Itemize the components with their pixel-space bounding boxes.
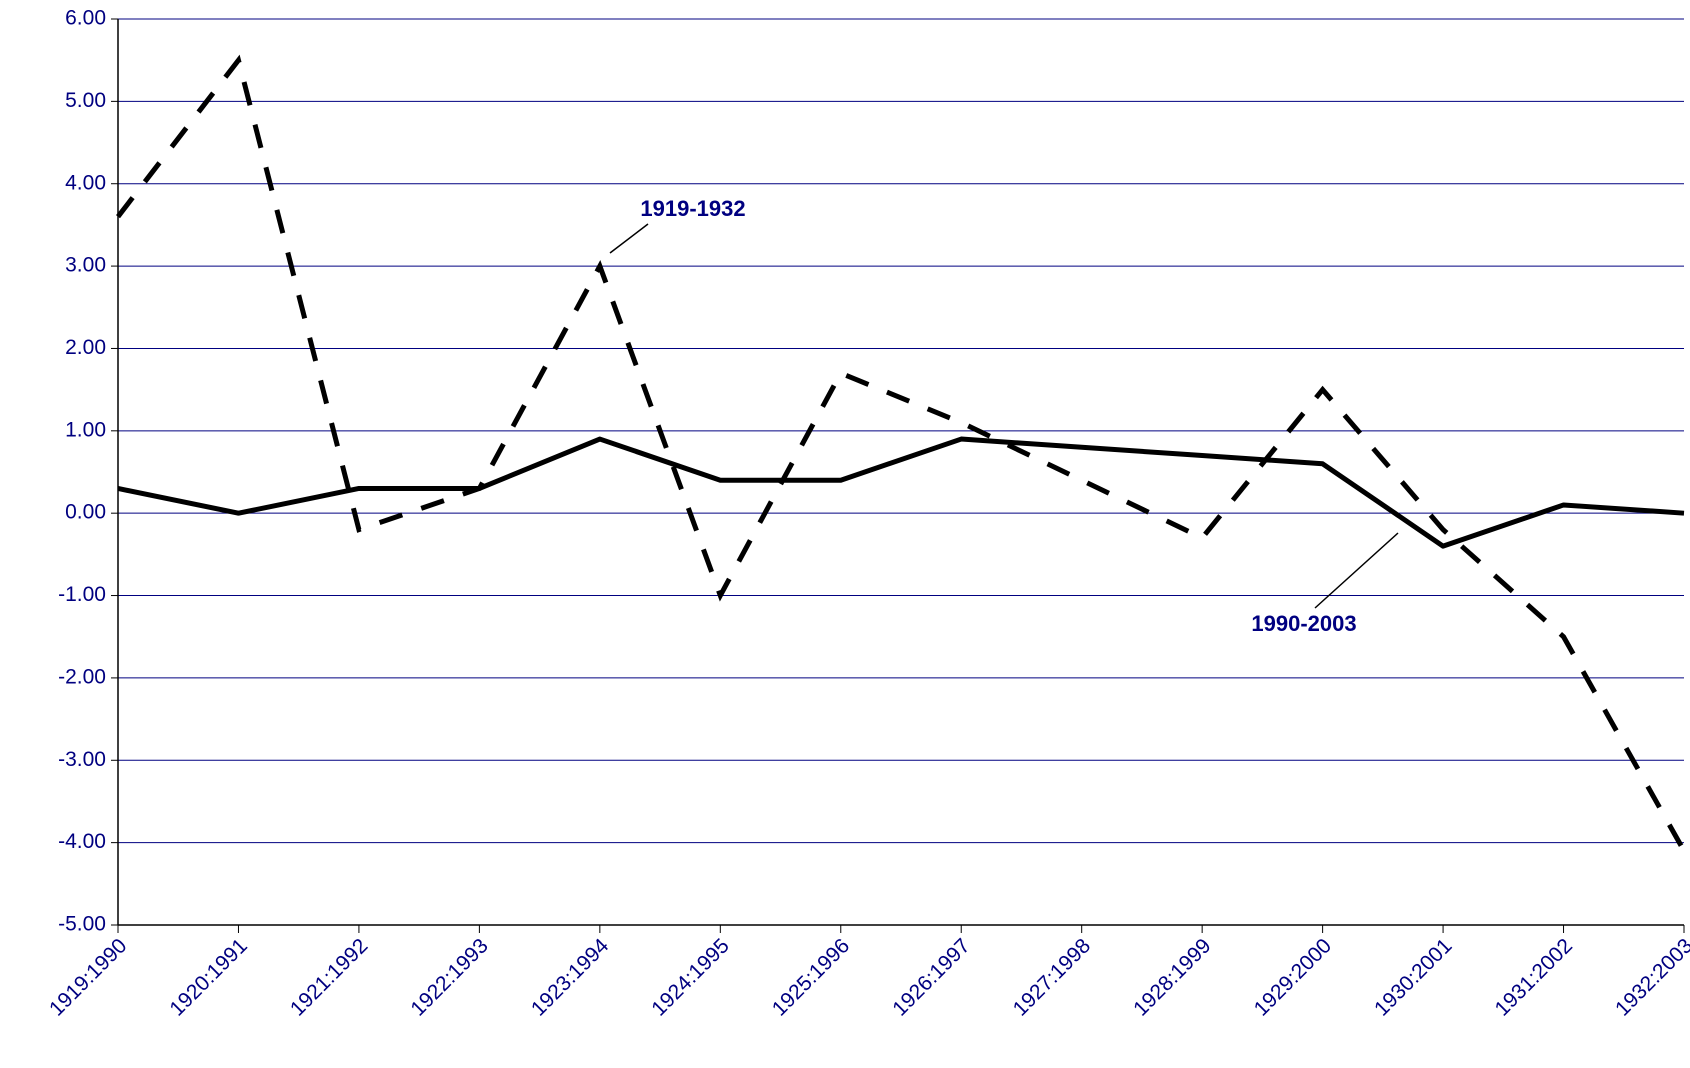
y-tick-label: 3.00 [65,254,106,277]
x-tick-label: 1927:1998 [1009,934,1095,1020]
plot: 6.00 5.00 4.00 3.00 2.00 1.00 0.00 -1.00 -2.00 -3… [45,7,1690,1021]
annotation-leader [609,223,649,254]
y-tick-label: 5.00 [65,89,106,112]
x-tick-label: 1929:2000 [1250,934,1336,1020]
y-tick-label: -3.00 [58,748,106,771]
x-tick-label: 1924:1995 [647,934,733,1020]
x-tick-label: 1922:1993 [406,934,492,1020]
series-annotation: 1990-2003 [1251,611,1356,636]
x-tick-label: 1921:1992 [286,934,372,1020]
series-line [116,54,1687,853]
y-tick-label: -1.00 [58,583,106,606]
x-tick-label: 1926:1997 [888,934,974,1020]
x-tick-label: 1928:1999 [1129,934,1215,1020]
y-tick-label: 6.00 [65,7,106,30]
y-tick-label: 2.00 [65,336,106,359]
y-tick-label: -4.00 [58,830,106,853]
y-tick-label: -2.00 [58,665,106,688]
series-line [117,436,1685,549]
x-tick-label: 1931:2002 [1491,934,1577,1020]
y-tick-label: 1.00 [65,418,106,441]
y-tick-label: -5.00 [58,913,106,936]
x-tick-label: 1932:2003 [1611,934,1690,1020]
x-tick-label: 1930:2001 [1370,934,1456,1020]
x-tick-label: 1920:1991 [165,934,251,1020]
y-tick-label: 0.00 [65,501,106,524]
x-tick-label: 1919:1990 [45,934,131,1020]
annotation-leader [1314,532,1399,609]
series-annotation: 1919-1932 [640,196,745,221]
y-tick-label: 4.00 [65,171,106,194]
x-tick-label: 1925:1996 [768,934,854,1020]
x-tick-label: 1923:1994 [527,934,614,1021]
